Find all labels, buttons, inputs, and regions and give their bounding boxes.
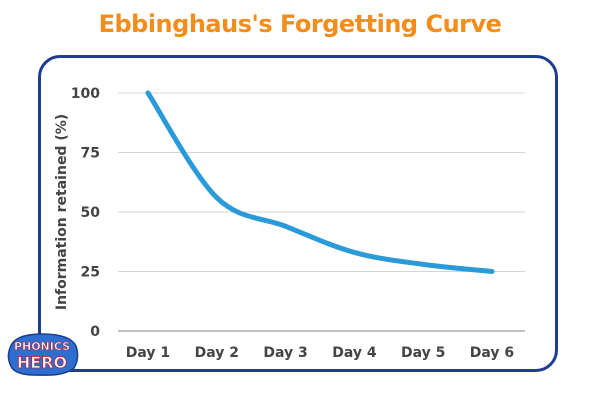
y-tick-label: 100 — [71, 86, 100, 102]
x-tick-label: Day 3 — [263, 345, 307, 361]
x-tick-label: Day 2 — [195, 345, 239, 361]
series-line — [145, 90, 495, 274]
y-tick-label: 25 — [81, 265, 100, 281]
x-tick-label: Day 5 — [401, 345, 445, 361]
logo-line2: HERO — [17, 353, 67, 372]
x-tick-label: Day 4 — [332, 345, 377, 361]
logo-line1: PHONICS — [14, 340, 70, 353]
y-tick-label: 50 — [81, 205, 101, 221]
chart-frame — [38, 55, 558, 372]
chart-title: Ebbinghaus's Forgetting Curve — [98, 10, 502, 38]
y-tick-label: 0 — [90, 324, 100, 340]
x-tick-label: Day 1 — [126, 345, 170, 361]
y-tick-label: 75 — [81, 146, 100, 162]
phonics-hero-logo: PHONICS HERO — [7, 333, 79, 376]
x-tick-label: Day 6 — [470, 345, 514, 361]
y-axis-title: Information retained (%) — [54, 114, 70, 310]
